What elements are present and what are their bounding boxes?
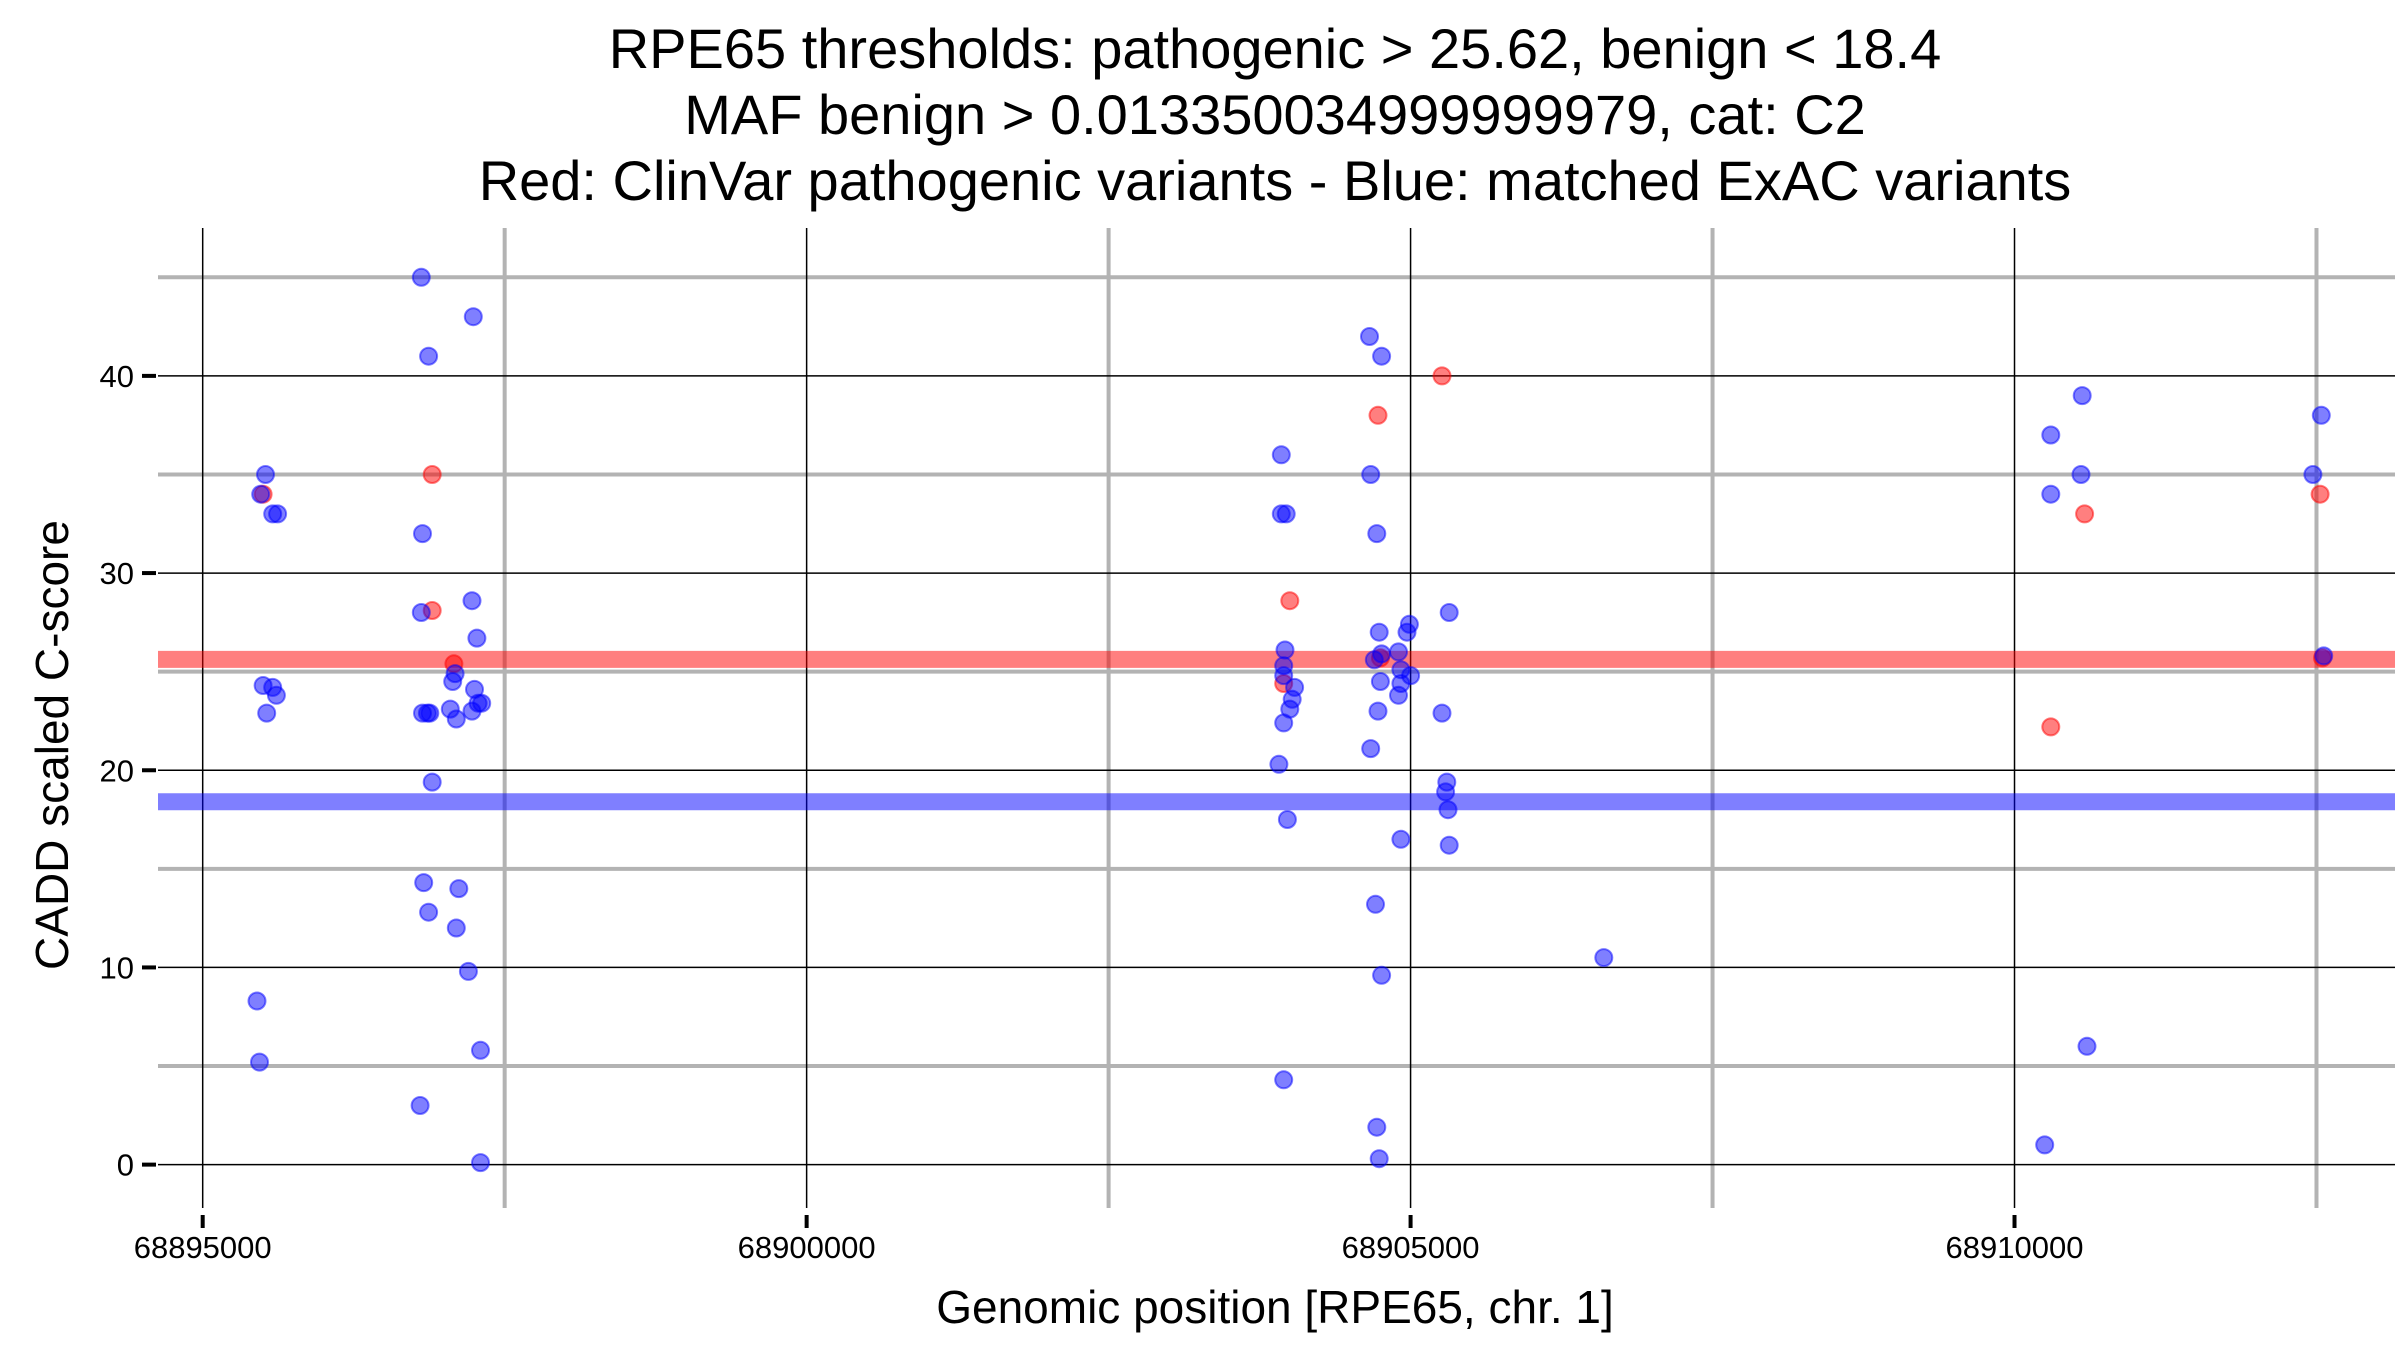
data-point	[1438, 800, 1458, 820]
data-point	[471, 1040, 490, 1060]
data-point	[1439, 603, 1459, 622]
data-point	[1280, 591, 1300, 611]
data-point	[2041, 425, 2061, 445]
y-axis: 0 10 20 30 40	[100, 359, 156, 1183]
data-point	[420, 703, 440, 723]
data-point	[266, 685, 286, 705]
data-point	[419, 902, 439, 922]
data-point	[1274, 1070, 1294, 1090]
data-point	[1369, 1149, 1389, 1169]
data-point	[1370, 672, 1390, 691]
y-tick-label: 10	[100, 950, 134, 985]
data-points	[247, 267, 2334, 1173]
data-point	[2071, 465, 2091, 484]
data-point	[462, 591, 482, 611]
data-point	[411, 603, 431, 622]
data-point	[414, 873, 434, 893]
data-point	[1594, 948, 1614, 968]
chart-title-line-2: MAF benign > 0.013350034999999979, cat: …	[684, 83, 1866, 146]
data-point	[446, 918, 466, 938]
data-point	[1367, 524, 1387, 544]
data-point	[1399, 614, 1419, 634]
data-point	[2072, 386, 2092, 406]
data-point	[1391, 829, 1411, 849]
data-point	[1277, 810, 1297, 829]
data-point	[413, 524, 432, 544]
data-point	[1432, 366, 1452, 386]
data-point	[1369, 622, 1389, 642]
data-point	[1389, 642, 1408, 662]
data-point	[1271, 445, 1291, 465]
data-point	[449, 879, 469, 899]
data-point	[247, 991, 267, 1011]
data-point	[1432, 703, 1452, 723]
data-point	[411, 267, 431, 287]
data-point	[1360, 327, 1379, 346]
x-tick-label: 68910000	[1946, 1230, 2084, 1265]
data-point	[256, 465, 275, 484]
data-point	[1368, 405, 1388, 425]
chart-title-line-3: Red: ClinVar pathogenic variants - Blue:…	[479, 149, 2072, 212]
data-point	[1361, 739, 1381, 759]
chart-title-line-1: RPE65 thresholds: pathogenic > 25.62, be…	[609, 17, 1942, 80]
data-point	[2077, 1036, 2097, 1056]
data-point	[467, 628, 487, 648]
y-tick-label: 40	[100, 359, 134, 394]
data-point	[1367, 1117, 1387, 1137]
major-grid	[158, 228, 2395, 1208]
data-point	[2310, 484, 2330, 504]
y-tick-label: 20	[100, 753, 134, 788]
data-point	[463, 307, 483, 327]
data-point	[1274, 666, 1294, 686]
data-point	[250, 1052, 269, 1072]
data-point	[1401, 666, 1421, 686]
x-axis: 68895000 68900000 68905000 68910000	[134, 1215, 2084, 1265]
data-point	[419, 346, 439, 366]
x-tick-label: 68900000	[738, 1230, 876, 1265]
y-tick-label: 0	[117, 1148, 134, 1183]
x-tick-label: 68895000	[134, 1230, 272, 1265]
y-tick-label: 30	[100, 556, 134, 591]
data-point	[1436, 782, 1456, 802]
data-point	[2035, 1135, 2055, 1155]
data-point	[2303, 465, 2323, 484]
data-point	[472, 693, 492, 713]
data-point	[1372, 644, 1392, 664]
data-point	[1372, 346, 1392, 366]
data-point	[471, 1153, 490, 1173]
data-point	[1389, 685, 1408, 705]
data-point	[446, 709, 466, 729]
data-point	[1269, 754, 1289, 774]
data-point	[458, 961, 478, 981]
data-point	[1372, 965, 1392, 985]
x-axis-label: Genomic position [RPE65, chr. 1]	[936, 1281, 1614, 1333]
data-point	[2041, 484, 2061, 504]
data-point	[445, 664, 465, 684]
data-point	[422, 465, 442, 484]
data-point	[410, 1096, 430, 1115]
data-point	[1368, 701, 1388, 721]
x-tick-label: 68905000	[1342, 1230, 1480, 1265]
data-point	[2314, 646, 2334, 666]
data-point	[2041, 717, 2061, 737]
data-point	[268, 504, 288, 524]
threshold-lines	[158, 650, 2395, 811]
chart-title: RPE65 thresholds: pathogenic > 25.62, be…	[479, 17, 2072, 212]
data-point	[1366, 894, 1385, 914]
data-point	[2311, 405, 2331, 425]
data-point	[2075, 504, 2095, 524]
data-point	[1361, 465, 1381, 484]
data-point	[422, 772, 442, 792]
y-axis-label: CADD scaled C-score	[26, 520, 78, 970]
data-point	[1274, 713, 1294, 733]
plot-area	[158, 228, 2395, 1208]
data-point	[1275, 640, 1295, 660]
data-point	[1276, 504, 1296, 524]
data-point	[257, 703, 277, 723]
series-benign	[247, 267, 2334, 1173]
data-point	[251, 484, 271, 504]
data-point	[1439, 835, 1459, 855]
